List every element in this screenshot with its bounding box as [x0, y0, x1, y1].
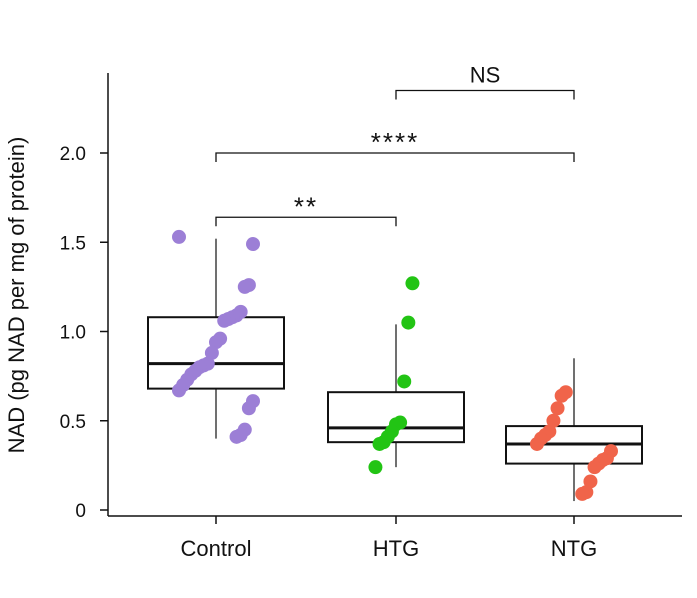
data-points: [172, 229, 618, 501]
data-point: [172, 383, 186, 398]
significance-bracket: [395, 89, 575, 100]
y-tick-label: 0: [75, 501, 86, 522]
data-point: [583, 474, 598, 489]
data-point: [209, 335, 223, 350]
significance-label: NS: [470, 63, 501, 88]
data-point: [587, 460, 602, 475]
data-point: [204, 345, 219, 360]
x-tick-label: Control: [181, 536, 252, 561]
y-tick-label: 0.5: [60, 412, 86, 433]
data-point: [554, 388, 569, 403]
data-point: [401, 315, 416, 330]
box-iqr: [327, 391, 465, 444]
significance-label: ****: [371, 127, 419, 157]
x-tick-label: HTG: [373, 536, 419, 561]
data-point: [405, 276, 420, 291]
data-point: [172, 229, 186, 244]
boxes: [147, 238, 643, 502]
data-point: [368, 460, 383, 475]
y-tick-label: 1.0: [60, 323, 86, 344]
data-point: [546, 413, 561, 428]
data-point: [550, 401, 565, 416]
significance-bracket: [215, 216, 397, 227]
significance-label: **: [294, 191, 318, 221]
y-axis-title: NAD (pg NAD per mg of protein): [4, 137, 29, 454]
data-point: [246, 237, 260, 252]
data-point: [241, 401, 256, 416]
y-tick-label: 1.5: [60, 233, 86, 254]
box-iqr: [147, 316, 285, 390]
data-point: [397, 374, 412, 389]
data-point: [217, 313, 232, 328]
significance-bracket: [215, 152, 575, 162]
axes: 0 0.5 1.0 1.5 2.0 Control HTG NTG: [60, 73, 682, 561]
x-tick-label: NTG: [551, 536, 597, 561]
data-point: [372, 436, 387, 451]
significance-brackets: ******NS: [215, 63, 575, 227]
data-point: [229, 429, 244, 444]
data-point: [575, 486, 590, 501]
data-point: [237, 279, 252, 294]
data-point: [530, 436, 544, 451]
y-tick-label: 2.0: [60, 144, 86, 165]
